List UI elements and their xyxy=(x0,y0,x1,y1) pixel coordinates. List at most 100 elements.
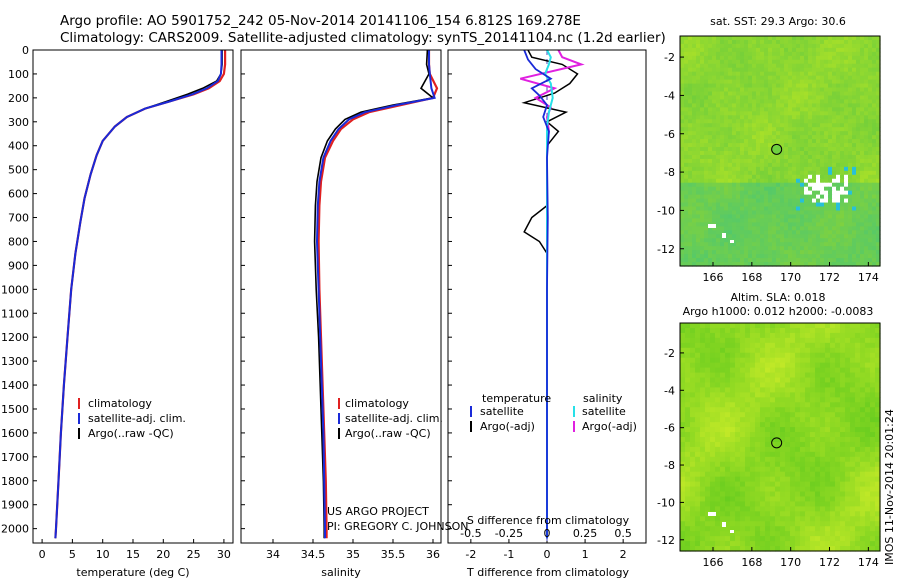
map-cell xyxy=(752,115,757,120)
map-cell xyxy=(836,210,841,216)
map-cell xyxy=(804,214,809,220)
map-cell xyxy=(835,446,841,453)
map-cell xyxy=(740,147,745,152)
map-cell xyxy=(740,226,745,231)
map-cell xyxy=(820,95,825,101)
map-cell xyxy=(744,39,749,45)
map-cell xyxy=(855,323,861,329)
sla-map-panel: Altim. SLA: 0.018 Argo h1000: 0.012 h200… xyxy=(657,291,881,569)
map-cell xyxy=(864,99,869,105)
map-cell xyxy=(800,323,806,329)
map-cell xyxy=(776,174,781,180)
map-cell xyxy=(830,417,836,423)
map-cell xyxy=(696,242,701,247)
map-cell xyxy=(704,55,709,61)
map-cell xyxy=(748,258,753,263)
temperature-axes-frame xyxy=(32,49,234,544)
map-cell xyxy=(870,531,876,537)
map-cell xyxy=(865,432,871,438)
map-cell xyxy=(790,441,796,448)
map-cell xyxy=(868,75,873,81)
map-cell xyxy=(750,347,756,354)
map-cell xyxy=(704,218,709,223)
map-cell xyxy=(805,362,811,369)
map-cell xyxy=(775,446,781,453)
map-cell xyxy=(745,432,751,438)
sst-land-blobs xyxy=(708,224,734,243)
map-cell xyxy=(824,234,829,239)
map-cell xyxy=(708,210,713,216)
map-cell xyxy=(840,327,846,334)
map-cell xyxy=(832,242,837,247)
map-cell xyxy=(804,194,809,200)
map-cell xyxy=(720,63,725,69)
map-cell xyxy=(768,127,773,132)
map-cell xyxy=(860,194,865,200)
map-cell xyxy=(776,87,781,93)
map-cell xyxy=(708,242,713,247)
map-cell xyxy=(820,210,825,216)
legend-s-argo-label: Argo(-adj) xyxy=(582,420,637,433)
map-cell xyxy=(830,496,836,503)
map-x-tick-label: 166 xyxy=(703,271,724,284)
map-cell xyxy=(730,471,736,478)
map-cell xyxy=(796,178,801,184)
map-cell xyxy=(744,206,749,212)
map-cell xyxy=(772,206,777,212)
map-cell xyxy=(760,357,766,364)
map-cell xyxy=(788,190,793,196)
map-cell xyxy=(760,226,765,231)
map-cell xyxy=(844,107,849,112)
map-cell xyxy=(865,456,871,463)
map-cell xyxy=(825,451,831,458)
map-cell xyxy=(732,91,737,97)
map-cell xyxy=(824,238,829,243)
map-cell xyxy=(780,546,786,552)
map-cell xyxy=(860,397,866,403)
map-cell xyxy=(840,417,846,423)
map-cell xyxy=(744,222,749,227)
map-cell xyxy=(784,147,789,152)
map-cell xyxy=(808,123,813,128)
map-cell xyxy=(795,446,801,453)
map-cell xyxy=(690,471,696,478)
map-cell xyxy=(795,352,801,359)
map-cell xyxy=(708,214,713,220)
map-cell xyxy=(724,190,729,196)
map-cell xyxy=(835,461,841,468)
map-cell xyxy=(750,362,756,369)
map-cell xyxy=(712,250,717,255)
map-cell xyxy=(735,362,741,369)
map-cell xyxy=(860,521,866,527)
map-cell xyxy=(780,377,786,384)
map-cell xyxy=(684,206,689,212)
map-cell xyxy=(700,178,705,184)
map-cell xyxy=(780,47,785,53)
map-cell xyxy=(808,95,813,101)
map-cell xyxy=(800,202,805,208)
map-cell xyxy=(820,516,826,522)
map-cell xyxy=(732,143,737,148)
map-cell xyxy=(860,190,865,196)
map-cell xyxy=(785,422,791,428)
map-cell xyxy=(716,190,721,196)
map-cell xyxy=(810,446,816,453)
map-cell xyxy=(825,427,831,433)
map-cell xyxy=(755,352,761,359)
map-cell xyxy=(848,254,853,259)
y-tick-label: 300 xyxy=(8,116,29,129)
map-cell xyxy=(816,226,821,231)
map-cell xyxy=(800,412,806,418)
map-cell xyxy=(828,127,833,132)
map-cell xyxy=(820,214,825,220)
map-cell xyxy=(828,162,833,168)
map-cell xyxy=(776,218,781,223)
map-cell xyxy=(872,131,877,136)
map-cell xyxy=(720,476,726,483)
map-cell xyxy=(690,367,696,374)
map-cell xyxy=(736,206,741,212)
map-cell xyxy=(744,91,749,97)
map-cell xyxy=(865,397,871,403)
map-x-tick-label: 168 xyxy=(741,271,762,284)
map-cell xyxy=(716,246,721,251)
